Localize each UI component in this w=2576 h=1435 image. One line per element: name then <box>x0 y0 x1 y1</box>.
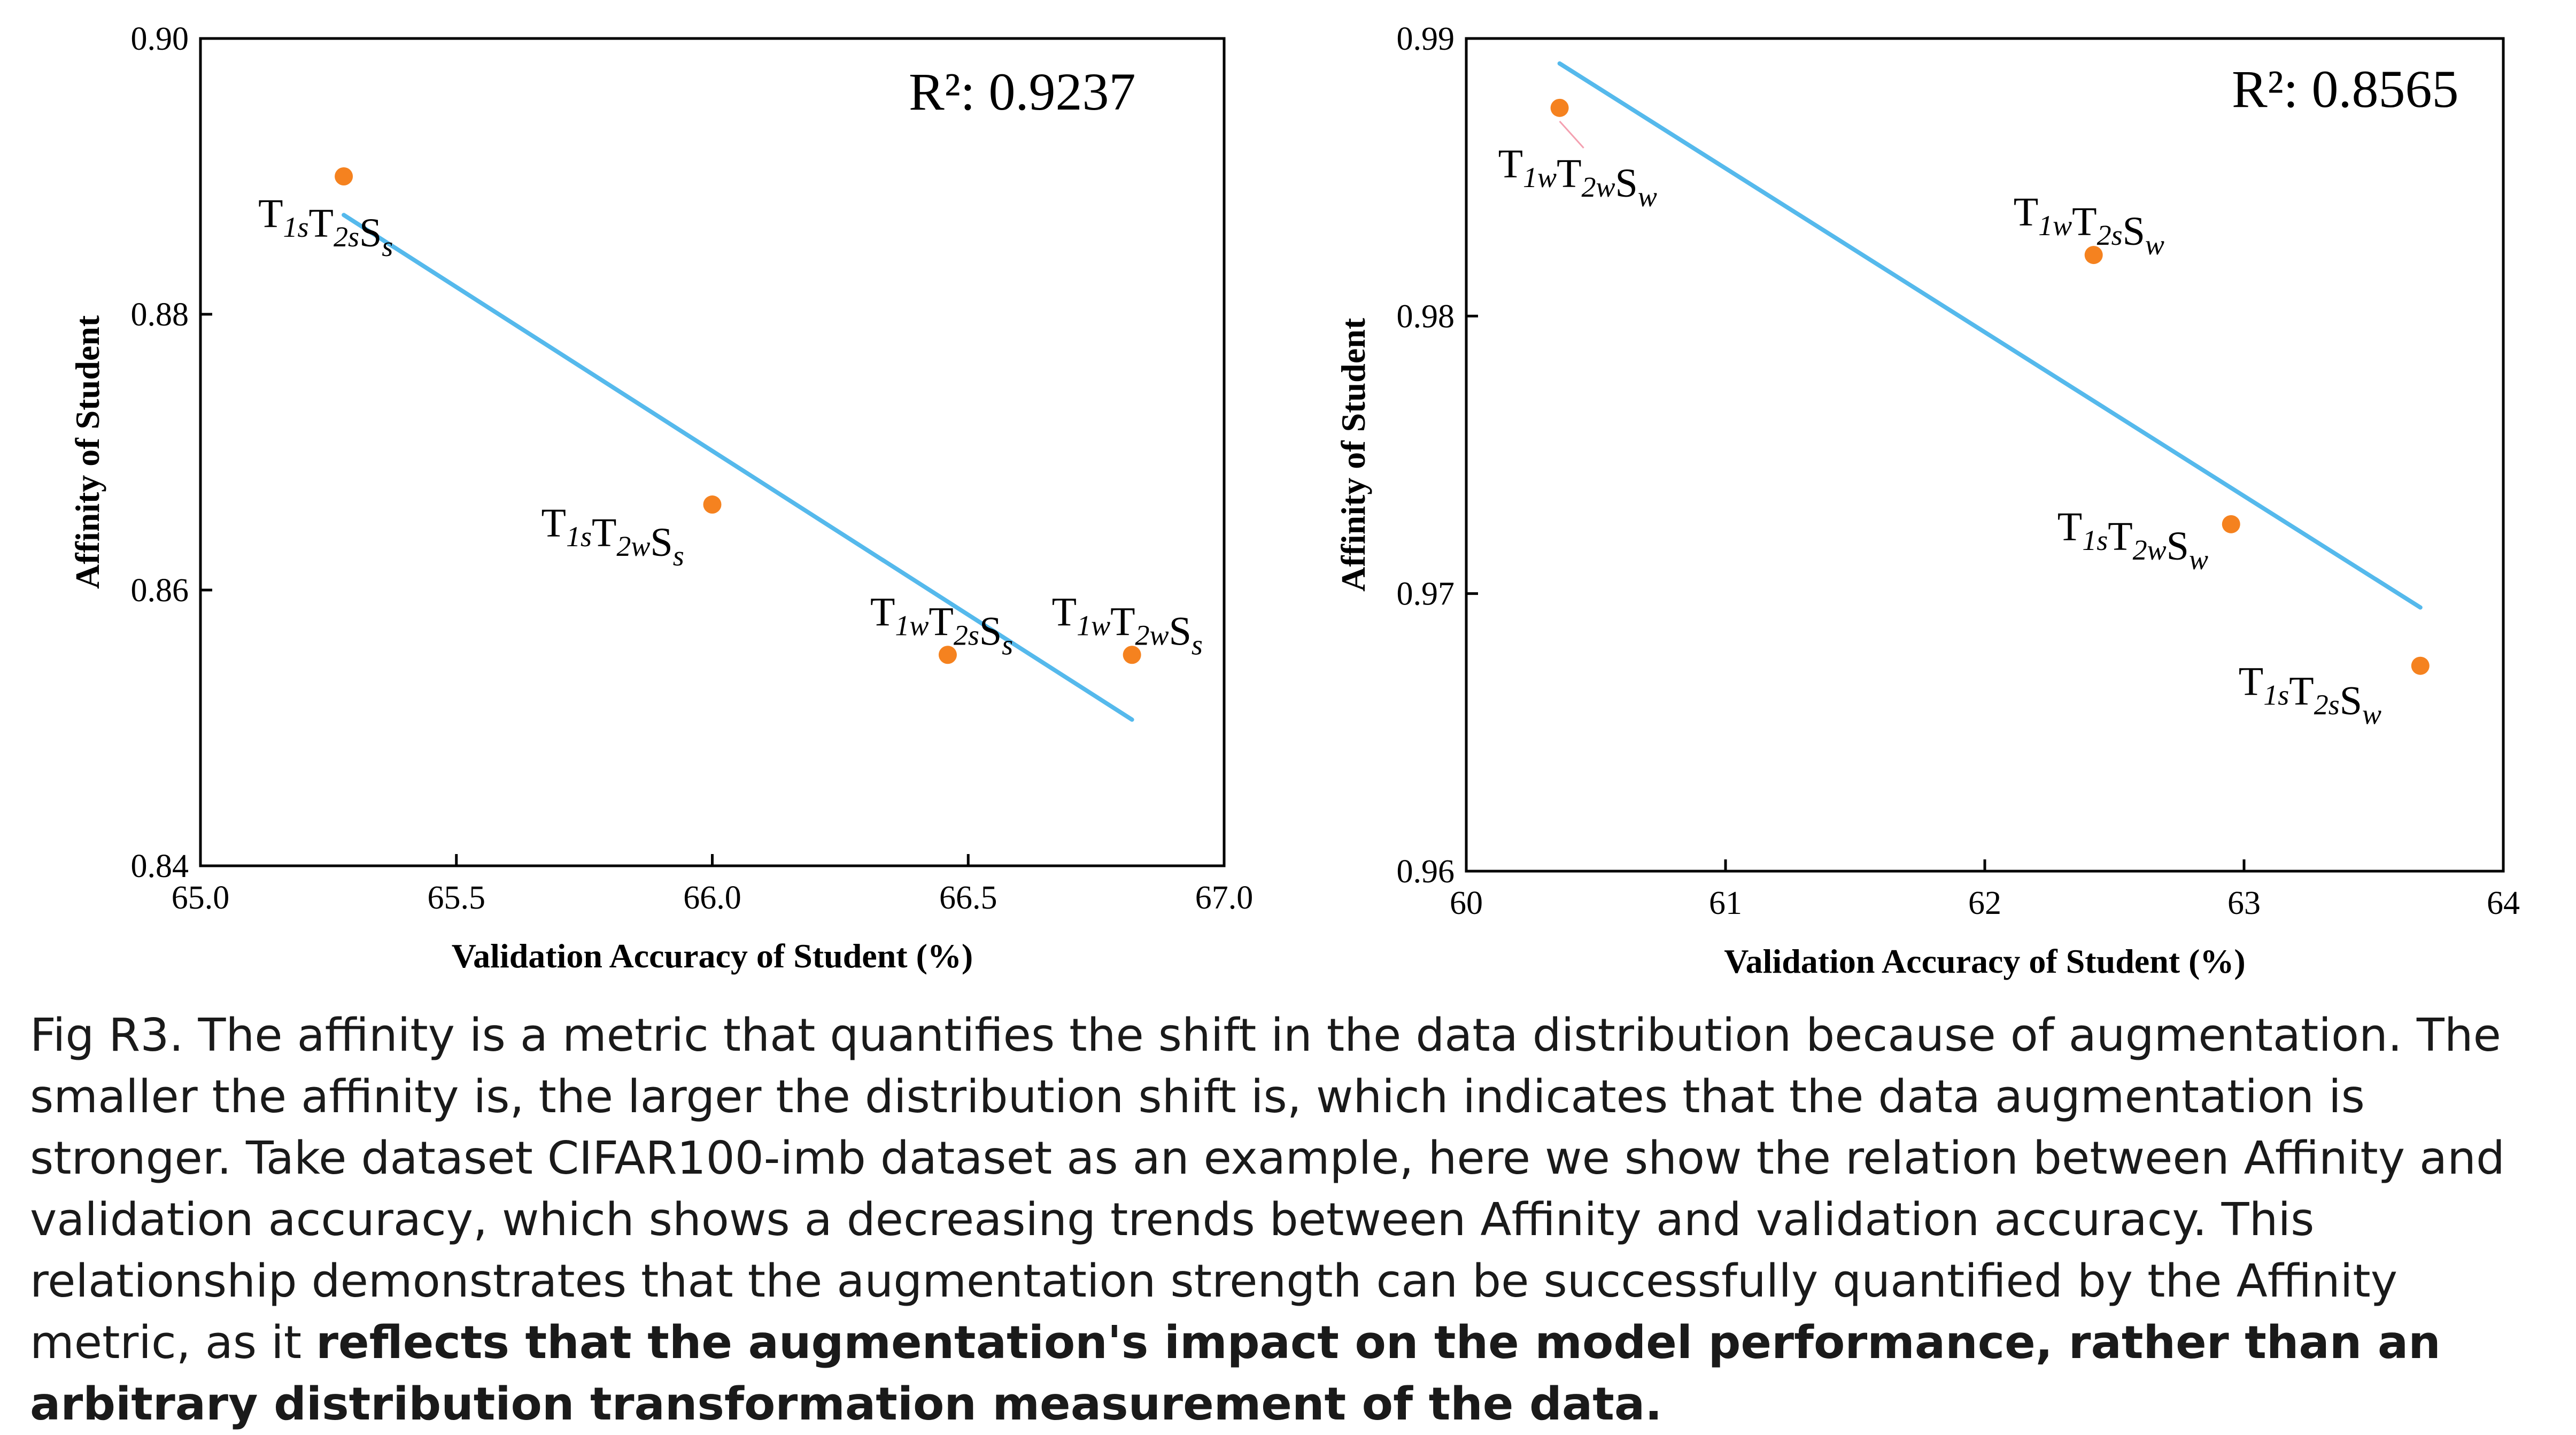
point-label: T1sT2wSs <box>541 501 684 572</box>
chart-left: 65.0 65.5 66.0 66.5 67.0 0.84 0.86 0.88 0.90 Vali… <box>68 21 1253 975</box>
y-tick-label: 0.86 <box>131 572 189 609</box>
charts-figure: 65.0 65.5 66.0 66.5 67.0 0.84 0.86 0.88 0.90 Vali… <box>68 21 2520 980</box>
y-axis-title: Affinity of Student <box>68 315 106 589</box>
point-label: T1wT2wSw <box>1498 142 1657 213</box>
x-axis-title: Validation Accuracy of Student (%) <box>1724 942 2245 980</box>
r-squared-annotation: R²: 0.8565 <box>2232 59 2458 119</box>
x-axis-title: Validation Accuracy of Student (%) <box>452 937 973 975</box>
x-tick-label: 60 <box>1450 885 1483 921</box>
x-tick-label: 66.0 <box>683 880 741 916</box>
x-tick-label: 65.5 <box>428 880 486 916</box>
point-label: T1sT2sSs <box>258 191 393 262</box>
regression-line <box>1557 61 2423 610</box>
y-tick-label: 0.88 <box>131 297 189 333</box>
y-axis-title: Affinity of Student <box>1334 317 1372 592</box>
x-tick-label: 65.0 <box>172 880 230 916</box>
x-tick-label: 67.0 <box>1195 880 1254 916</box>
data-point <box>2084 246 2103 265</box>
x-tick-label: 66.5 <box>939 880 997 916</box>
caption-text: Fig R3. The affinity is a metric that qu… <box>30 1009 2505 1369</box>
x-tick-label: 64 <box>2487 885 2520 921</box>
point-label: T1wT2sSs <box>870 589 1013 661</box>
y-tick-label: 0.84 <box>131 848 189 885</box>
regression-line <box>342 213 1134 722</box>
point-label: T1wT2sSw <box>2014 190 2164 261</box>
y-tick-label: 0.97 <box>1397 576 1455 612</box>
label-leader-line <box>1559 120 1584 149</box>
chart-right: 60 61 62 63 64 0.96 0.97 0.98 0.99 Validation Acc… <box>1334 21 2520 980</box>
y-tick-label: 0.98 <box>1397 298 1455 335</box>
point-label: T1sT2sSw <box>2239 660 2381 731</box>
x-tick-label: 61 <box>1709 885 1742 921</box>
x-tick-label: 63 <box>2227 885 2261 921</box>
figure-caption: Fig R3. The affinity is a metric that qu… <box>30 1005 2564 1435</box>
caption-bold-text: reflects that the augmentation's impact … <box>30 1316 2441 1431</box>
data-point <box>335 167 353 185</box>
data-point <box>2411 656 2430 675</box>
data-point <box>2222 515 2240 533</box>
y-tick-label: 0.99 <box>1397 21 1455 57</box>
data-point <box>1123 646 1141 664</box>
data-point <box>938 646 957 664</box>
data-point <box>1550 98 1569 117</box>
point-label: T1sT2wSw <box>2057 505 2208 576</box>
y-tick-label: 0.96 <box>1397 854 1455 890</box>
y-tick-label: 0.90 <box>131 21 189 57</box>
point-label: T1wT2wSs <box>1052 589 1203 661</box>
data-point <box>703 495 722 514</box>
r-squared-annotation: R²: 0.9237 <box>909 62 1135 121</box>
x-tick-label: 62 <box>1968 885 2001 921</box>
